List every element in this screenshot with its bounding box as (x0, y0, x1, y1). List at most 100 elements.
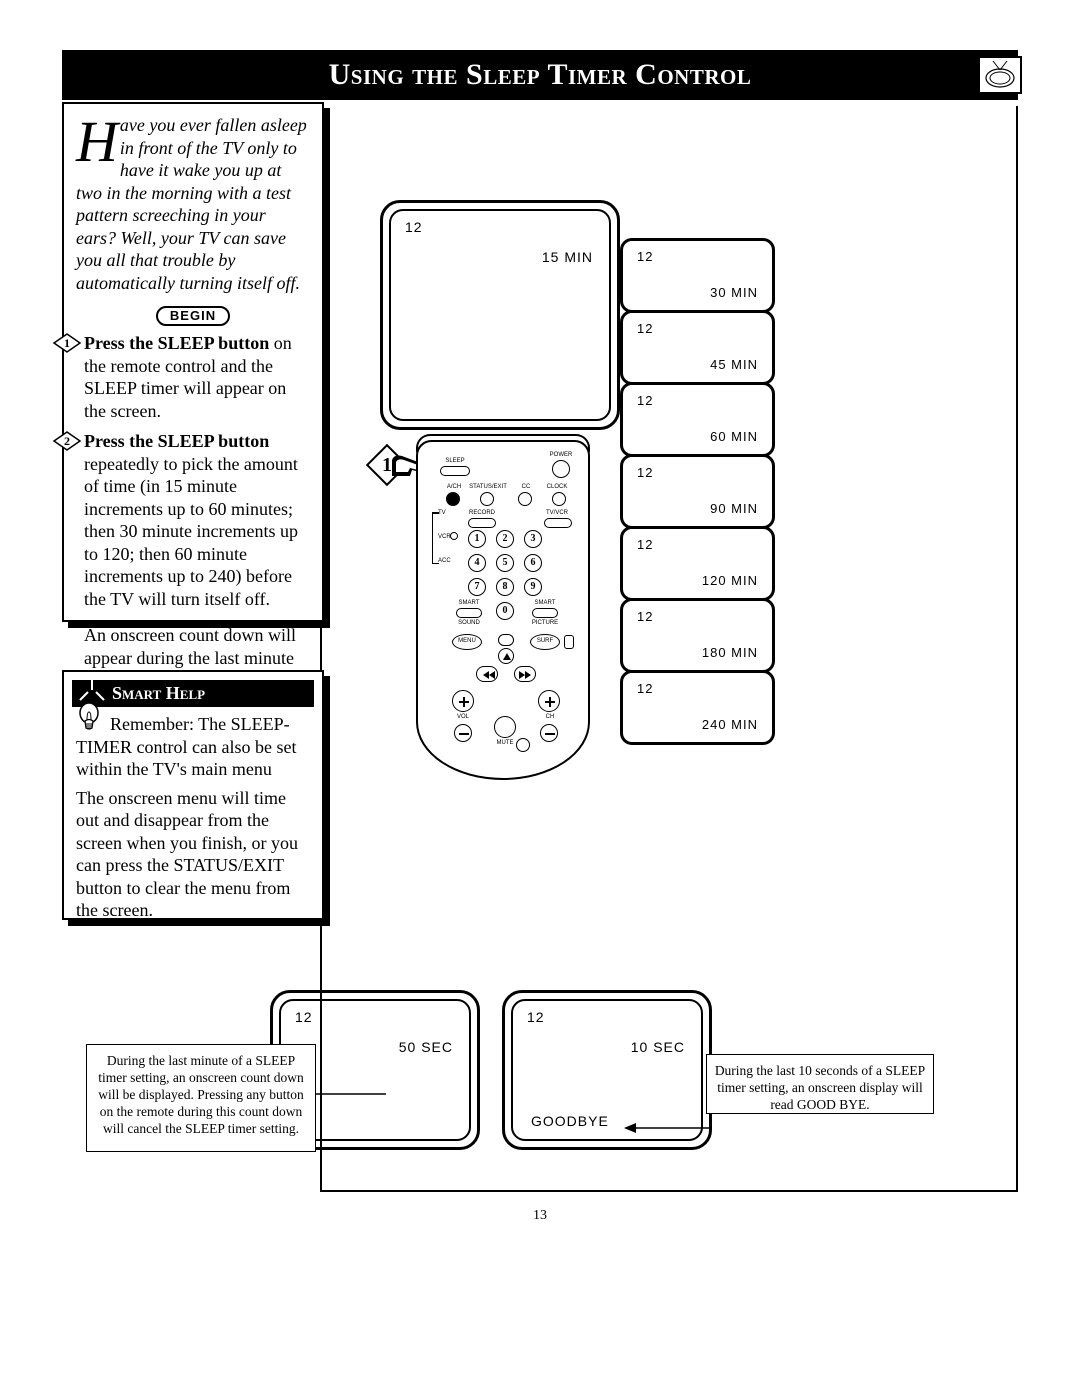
step-2-diamond: 2 (54, 432, 80, 450)
num-4[interactable]: 4 (468, 554, 486, 572)
mini-tv: 12 180 MIN (620, 598, 775, 673)
main-tv-screen: 12 15 MIN (380, 200, 620, 430)
tv-channel: 12 (405, 219, 423, 235)
title-bar: Using the Sleep Timer Control (62, 50, 1018, 100)
mini-ch: 12 (637, 321, 653, 336)
mini-ch: 12 (637, 609, 653, 624)
help-p1: Remember: The SLEEP-TIMER control can al… (76, 713, 310, 781)
arrow-icon (316, 1084, 396, 1104)
vol-up[interactable] (452, 690, 474, 712)
clock-button[interactable] (552, 492, 566, 506)
mini-ch: 12 (637, 393, 653, 408)
cc-button[interactable] (518, 492, 532, 506)
mute-button[interactable] (516, 738, 530, 752)
smart-r-label: SMART (530, 600, 560, 606)
tv-channel: 12 (527, 1009, 545, 1025)
tv-icon (978, 56, 1022, 94)
smart-help-header: Smart Help (72, 680, 314, 707)
remote-control: SLEEP POWER A/CH STATUS/EXIT CC CLOCK RE… (408, 440, 598, 790)
num-0[interactable]: 0 (496, 602, 514, 620)
intro-paragraph: Have you ever fallen asleep in front of … (64, 104, 322, 302)
page-title: Using the Sleep Timer Control (62, 58, 1018, 92)
step-2: 2 Press the SLEEP button repeatedly to p… (64, 430, 322, 618)
smart-help-title: Smart Help (112, 683, 205, 703)
num-2[interactable]: 2 (496, 530, 514, 548)
vol-label: VOL (450, 714, 476, 720)
tvvcr-label: TV/VCR (542, 510, 572, 516)
picture-label: PICTURE (528, 620, 562, 626)
mini-time: 45 MIN (710, 357, 758, 372)
step-2-rest: repeatedly to pick the amount of time (i… (84, 454, 298, 609)
bulb-icon (78, 702, 100, 736)
num-7[interactable]: 7 (468, 578, 486, 596)
ch-down[interactable] (540, 724, 558, 742)
smart-sound-button[interactable] (456, 608, 482, 618)
note-left: During the last minute of a SLEEP timer … (86, 1044, 316, 1152)
help-p2: The onscreen menu will time out and disa… (76, 787, 310, 922)
mini-time: 60 MIN (710, 429, 758, 444)
num-8[interactable]: 8 (496, 578, 514, 596)
dpad-right[interactable] (514, 666, 536, 682)
instructions-box: Have you ever fallen asleep in front of … (62, 102, 324, 622)
tv-channel: 12 (295, 1009, 313, 1025)
smart-help-body: Remember: The SLEEP-TIMER control can al… (64, 711, 322, 930)
mini-tv: 12 30 MIN (620, 238, 775, 313)
num-9[interactable]: 9 (524, 578, 542, 596)
mini-ch: 12 (637, 681, 653, 696)
tv-goodbye: GOODBYE (531, 1113, 609, 1129)
smart-l-label: SMART (454, 600, 484, 606)
tvvcr-button[interactable] (544, 518, 572, 528)
mini-ch: 12 (637, 249, 653, 264)
pause-icon[interactable] (564, 635, 574, 649)
arrow-icon (622, 1118, 712, 1138)
dpad-left[interactable] (476, 666, 498, 682)
acc-label: ACC (438, 558, 451, 564)
vol-down[interactable] (454, 724, 472, 742)
play-button[interactable] (498, 634, 514, 646)
mini-time: 30 MIN (710, 285, 758, 300)
sleep-button[interactable] (440, 466, 470, 476)
step-1: 1 Press the SLEEP button on the remote c… (64, 332, 322, 430)
mini-tv: 12 90 MIN (620, 454, 775, 529)
step-2-bold: Press the SLEEP button (84, 431, 269, 451)
svg-text:1: 1 (64, 336, 70, 350)
step-1-diamond: 1 (54, 334, 80, 352)
num-6[interactable]: 6 (524, 554, 542, 572)
tv-sleep-time: 10 SEC (631, 1039, 685, 1055)
ch-label: CH (540, 714, 560, 720)
svg-text:2: 2 (64, 434, 70, 448)
status-button[interactable] (480, 492, 494, 506)
record-button[interactable] (468, 518, 496, 528)
mini-ch: 12 (637, 465, 653, 480)
num-1[interactable]: 1 (468, 530, 486, 548)
ach-button[interactable] (446, 492, 460, 506)
vcr-label: VCR (438, 534, 451, 540)
page-number: 13 (62, 1208, 1018, 1224)
power-label: POWER (546, 452, 576, 458)
note-right: During the last 10 seconds of a SLEEP ti… (706, 1054, 934, 1114)
num-3[interactable]: 3 (524, 530, 542, 548)
power-button[interactable] (552, 460, 570, 478)
mini-tv: 12 120 MIN (620, 526, 775, 601)
clock-label: CLOCK (542, 484, 572, 490)
ach-label: A/CH (442, 484, 466, 490)
vcr-dot[interactable] (450, 532, 458, 540)
tv-label: TV (438, 510, 446, 516)
menu-label: MENU (454, 638, 480, 644)
dpad-up[interactable] (498, 648, 514, 664)
sleep-label: SLEEP (440, 458, 470, 464)
dropcap: H (76, 114, 120, 164)
center-button[interactable] (494, 716, 516, 738)
tv-sleep-time: 15 MIN (542, 249, 593, 265)
mini-time: 180 MIN (702, 645, 758, 660)
mini-time: 90 MIN (710, 501, 758, 516)
ch-up[interactable] (538, 690, 560, 712)
mini-time: 120 MIN (702, 573, 758, 588)
step-1-bold: Press the SLEEP button (84, 333, 269, 353)
smart-picture-button[interactable] (532, 608, 558, 618)
mini-tv: 12 60 MIN (620, 382, 775, 457)
smart-help-box: Smart Help Remember: The SLEEP-TIMER con… (62, 670, 324, 920)
num-5[interactable]: 5 (496, 554, 514, 572)
begin-badge: BEGIN (156, 306, 230, 326)
mini-ch: 12 (637, 537, 653, 552)
